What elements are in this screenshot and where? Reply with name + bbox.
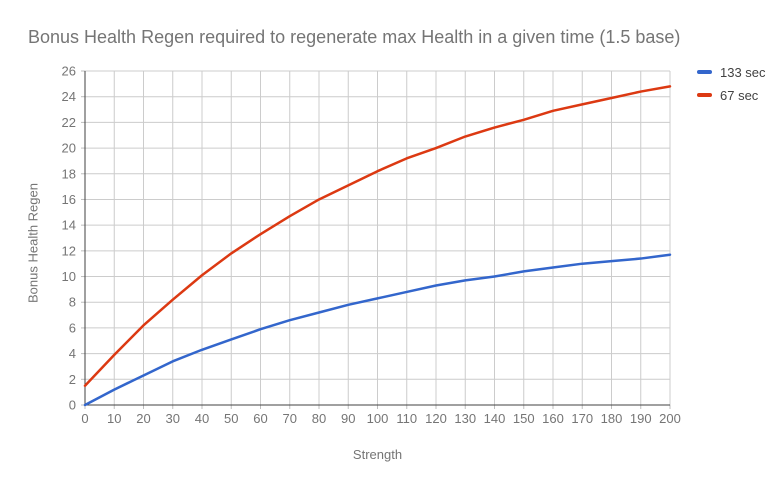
chart-title: Bonus Health Regen required to regenerat… — [28, 27, 681, 47]
svg-text:10: 10 — [62, 269, 76, 284]
svg-text:8: 8 — [69, 295, 76, 310]
svg-text:22: 22 — [62, 115, 76, 130]
svg-text:12: 12 — [62, 243, 76, 258]
svg-text:160: 160 — [542, 411, 564, 426]
legend: 133 sec 67 sec — [697, 64, 766, 110]
svg-text:90: 90 — [341, 411, 355, 426]
svg-text:20: 20 — [136, 411, 150, 426]
svg-text:20: 20 — [62, 141, 76, 156]
svg-text:24: 24 — [62, 89, 76, 104]
x-axis-title: Strength — [352, 447, 403, 462]
svg-text:16: 16 — [62, 192, 76, 207]
svg-text:4: 4 — [69, 346, 76, 361]
svg-text:50: 50 — [224, 411, 238, 426]
svg-text:190: 190 — [630, 411, 652, 426]
svg-text:0: 0 — [69, 398, 76, 413]
legend-item-67-sec: 67 sec — [697, 87, 766, 103]
legend-swatch-67-sec-icon — [697, 93, 712, 97]
svg-text:140: 140 — [484, 411, 506, 426]
legend-item-133-sec: 133 sec — [697, 64, 766, 80]
svg-text:180: 180 — [601, 411, 623, 426]
svg-text:6: 6 — [69, 320, 76, 335]
legend-label-67-sec: 67 sec — [720, 87, 759, 103]
y-axis-title: Bonus Health Regen — [25, 183, 41, 303]
svg-text:80: 80 — [312, 411, 326, 426]
svg-text:0: 0 — [81, 411, 88, 426]
svg-text:130: 130 — [454, 411, 476, 426]
svg-text:100: 100 — [367, 411, 389, 426]
svg-text:110: 110 — [396, 411, 417, 426]
legend-label-133-sec: 133 sec — [720, 64, 766, 80]
svg-text:10: 10 — [107, 411, 121, 426]
svg-text:40: 40 — [195, 411, 209, 426]
svg-text:18: 18 — [62, 166, 76, 181]
svg-text:2: 2 — [69, 372, 76, 387]
svg-text:170: 170 — [571, 411, 593, 426]
svg-text:120: 120 — [425, 411, 447, 426]
svg-text:30: 30 — [166, 411, 180, 426]
svg-text:70: 70 — [283, 411, 297, 426]
svg-text:60: 60 — [253, 411, 267, 426]
svg-text:200: 200 — [659, 411, 681, 426]
svg-text:26: 26 — [62, 64, 76, 79]
svg-text:14: 14 — [62, 218, 76, 233]
legend-swatch-133-sec-icon — [697, 70, 712, 74]
svg-text:150: 150 — [513, 411, 535, 426]
